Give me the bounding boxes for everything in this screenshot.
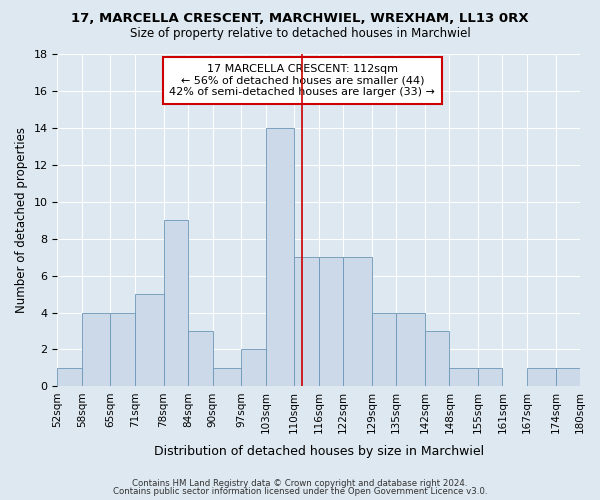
Bar (425, 331, 449, 386)
Text: 17 MARCELLA CRESCENT: 112sqm
← 56% of detached houses are smaller (44)
42% of se: 17 MARCELLA CRESCENT: 112sqm ← 56% of de… (169, 64, 436, 97)
Bar (266, 128, 294, 386)
Bar (396, 312, 425, 386)
Bar (343, 257, 372, 386)
Bar (212, 368, 241, 386)
Text: Size of property relative to detached houses in Marchwiel: Size of property relative to detached ho… (130, 28, 470, 40)
Text: Contains HM Land Registry data © Crown copyright and database right 2024.: Contains HM Land Registry data © Crown c… (132, 478, 468, 488)
X-axis label: Distribution of detached houses by size in Marchwiel: Distribution of detached houses by size … (154, 444, 484, 458)
Bar (527, 368, 556, 386)
Bar (58, 368, 82, 386)
Bar (319, 257, 343, 386)
Bar (110, 312, 135, 386)
Text: 17, MARCELLA CRESCENT, MARCHWIEL, WREXHAM, LL13 0RX: 17, MARCELLA CRESCENT, MARCHWIEL, WREXHA… (71, 12, 529, 26)
Bar (188, 331, 212, 386)
Bar (372, 312, 396, 386)
Bar (294, 257, 319, 386)
Bar (241, 350, 266, 387)
Y-axis label: Number of detached properties: Number of detached properties (15, 127, 28, 313)
Bar (164, 220, 188, 386)
Bar (135, 294, 164, 386)
Text: Contains public sector information licensed under the Open Government Licence v3: Contains public sector information licen… (113, 487, 487, 496)
Bar (82, 312, 110, 386)
Bar (556, 368, 580, 386)
Bar (449, 368, 478, 386)
Bar (478, 368, 502, 386)
